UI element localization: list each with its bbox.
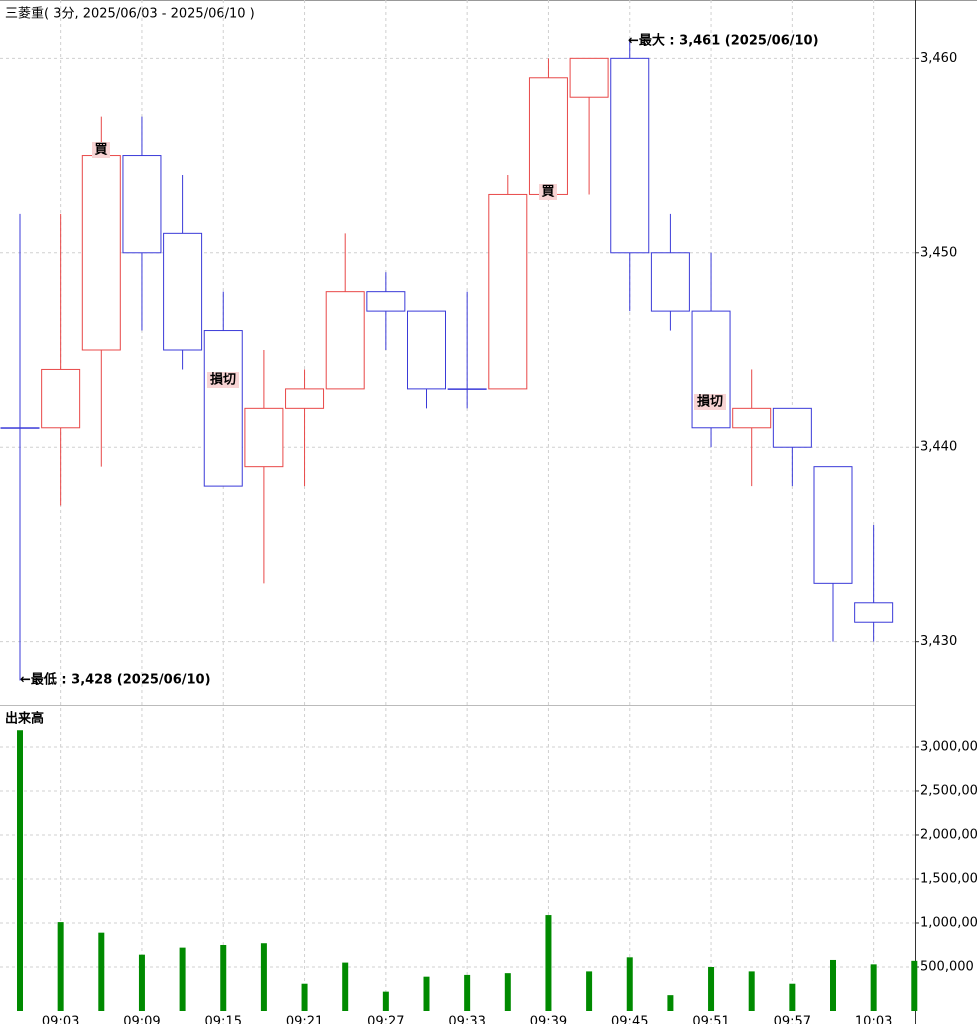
annotation: 買 bbox=[94, 143, 107, 158]
annotation-bg bbox=[694, 394, 726, 410]
chart-title: 三菱重( 3分, 2025/06/03 - 2025/06/10 ) bbox=[5, 6, 255, 22]
volume-bar bbox=[748, 971, 755, 1011]
candle-body bbox=[81, 155, 121, 351]
volume-bar bbox=[464, 974, 471, 1011]
volume-bar bbox=[911, 960, 918, 1011]
annotation: ←最低 : 3,428 (2025/06/10) bbox=[20, 672, 211, 688]
x-tick-label: 09:57 bbox=[774, 1015, 811, 1024]
x-tick-label: 09:27 bbox=[367, 1015, 404, 1024]
y-tick-label: 500,000 bbox=[920, 959, 974, 974]
volume-bar bbox=[504, 973, 511, 1011]
y-tick-label: 2,500,000 bbox=[920, 783, 977, 798]
y-tick-label: 1,500,000 bbox=[920, 871, 977, 886]
candle-body bbox=[488, 193, 528, 390]
volume-bar bbox=[789, 983, 796, 1011]
x-tick-label: 09:03 bbox=[42, 1015, 79, 1024]
volume-label: 出来高 bbox=[5, 711, 44, 727]
annotation-bg bbox=[92, 142, 110, 158]
candle-body bbox=[447, 388, 487, 390]
x-tick-label: 09:21 bbox=[286, 1015, 323, 1024]
annotation: 損切 bbox=[210, 372, 236, 388]
annotation: 損切 bbox=[697, 394, 723, 410]
volume-bar bbox=[667, 995, 674, 1011]
volume-bar bbox=[220, 944, 227, 1011]
candle-body bbox=[610, 57, 650, 254]
candle-body bbox=[650, 252, 690, 312]
y-tick-label: 3,460 bbox=[920, 51, 957, 66]
candle-body bbox=[244, 407, 284, 468]
volume-bar bbox=[586, 971, 593, 1011]
y-tick-label: 1,000,000 bbox=[920, 915, 977, 930]
annotation-bg bbox=[207, 372, 239, 388]
volume-bar bbox=[870, 964, 877, 1011]
y-tick-label: 3,430 bbox=[920, 634, 957, 649]
candle-body bbox=[854, 602, 894, 623]
volume-bar bbox=[179, 947, 186, 1011]
candle-body bbox=[772, 407, 812, 448]
volume-bar bbox=[708, 966, 715, 1011]
x-tick-label: 09:33 bbox=[448, 1015, 485, 1024]
candle-body bbox=[203, 330, 243, 487]
y-tick-label: 3,000,000 bbox=[920, 739, 977, 754]
candle-body bbox=[0, 427, 40, 429]
candle-body bbox=[163, 232, 203, 351]
annotation: ←最大 : 3,461 (2025/06/10) bbox=[628, 33, 819, 49]
x-tick-label: 09:39 bbox=[530, 1015, 567, 1024]
x-tick-label: 09:45 bbox=[611, 1015, 648, 1024]
volume-bar bbox=[342, 962, 349, 1011]
volume-bar bbox=[423, 976, 430, 1011]
y-tick-label: 2,000,000 bbox=[920, 827, 977, 842]
volume-bar bbox=[17, 730, 23, 1011]
candle-body bbox=[407, 310, 446, 390]
candle-body bbox=[732, 407, 772, 429]
candle-body bbox=[325, 291, 365, 390]
volume-bar bbox=[830, 959, 836, 1011]
y-tick-label: 3,450 bbox=[920, 245, 957, 260]
volume-bar bbox=[260, 943, 267, 1011]
volume-bar bbox=[382, 991, 389, 1011]
volume-bar bbox=[626, 957, 633, 1011]
candle-body bbox=[366, 291, 406, 312]
candle-body bbox=[528, 77, 568, 195]
volume-bar bbox=[301, 983, 308, 1011]
volume-bar bbox=[138, 954, 145, 1011]
x-tick-label: 10:03 bbox=[855, 1015, 892, 1024]
candle-body bbox=[569, 57, 609, 98]
candle-body bbox=[41, 368, 81, 429]
candle-body bbox=[813, 466, 853, 584]
x-tick-label: 09:51 bbox=[692, 1015, 729, 1024]
y-tick-label: 3,440 bbox=[920, 440, 957, 455]
annotation-bg bbox=[539, 184, 557, 200]
x-tick-label: 09:09 bbox=[123, 1015, 160, 1024]
x-tick-label: 09:15 bbox=[205, 1015, 242, 1024]
candle-body bbox=[691, 310, 731, 429]
volume-bar bbox=[57, 922, 64, 1011]
annotation: 買 bbox=[541, 185, 554, 200]
candle-body bbox=[285, 388, 325, 409]
volume-bar bbox=[545, 915, 552, 1011]
volume-bar bbox=[98, 932, 105, 1011]
candle-body bbox=[122, 155, 162, 254]
